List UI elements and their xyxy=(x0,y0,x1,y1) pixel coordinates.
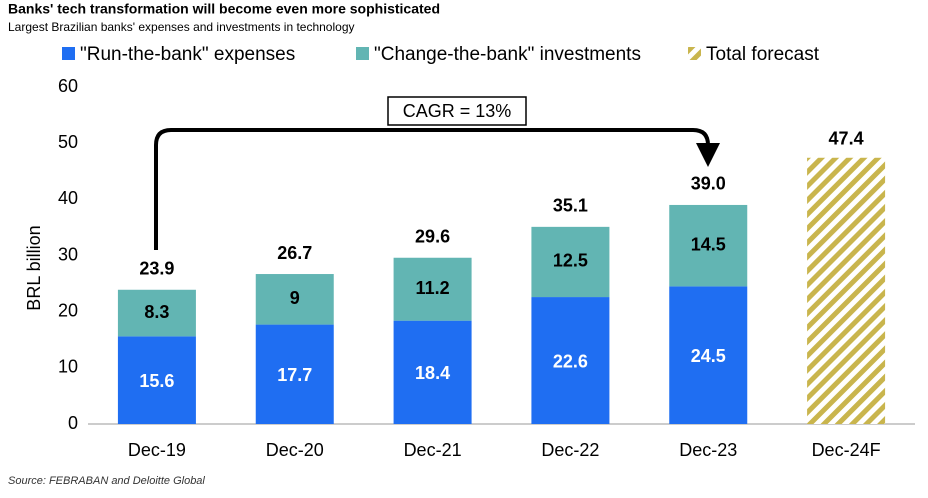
x-tick-label: Dec-24F xyxy=(812,440,881,460)
x-tick-label: Dec-23 xyxy=(679,440,737,460)
value-label: 17.7 xyxy=(277,365,312,385)
total-label: 47.4 xyxy=(829,129,864,149)
y-axis-label: BRL billion xyxy=(24,225,44,310)
legend-swatch xyxy=(62,47,75,60)
x-tick-label: Dec-22 xyxy=(541,440,599,460)
bar-segment xyxy=(393,257,472,321)
legend-label: Total forecast xyxy=(706,44,820,65)
total-label: 29.6 xyxy=(415,226,450,246)
annotation-box xyxy=(387,96,527,126)
x-tick-label: Dec-21 xyxy=(404,440,462,460)
total-label: 23.9 xyxy=(139,259,174,279)
chart-subtitle: Largest Brazilian banks' expenses and in… xyxy=(8,20,355,34)
cagr-arrow xyxy=(154,128,720,250)
value-label: 15.6 xyxy=(139,371,174,391)
legend-label: "Change-the-bank" investments xyxy=(374,44,641,65)
bar-segment xyxy=(117,336,196,424)
value-label: 22.6 xyxy=(553,351,588,371)
value-label: 9 xyxy=(290,288,300,308)
total-label: 35.1 xyxy=(553,196,588,216)
bar-segment xyxy=(255,324,334,424)
y-tick-label: 0 xyxy=(68,413,78,433)
annotation: CAGR = 13% xyxy=(403,101,512,121)
legend-swatch xyxy=(356,47,369,60)
value-label: 8.3 xyxy=(144,302,169,322)
y-tick-label: 60 xyxy=(58,76,78,96)
chart-title: Banks' tech transformation will become e… xyxy=(8,1,440,17)
total-label: 26.7 xyxy=(277,243,312,263)
legend-label: "Run-the-bank" expenses xyxy=(80,44,295,65)
y-tick-label: 10 xyxy=(58,357,78,377)
value-label: 12.5 xyxy=(553,251,588,271)
value-label: 24.5 xyxy=(691,346,726,366)
bar-segment xyxy=(669,204,748,287)
y-tick-label: 40 xyxy=(58,188,78,208)
legend-swatch xyxy=(688,47,701,60)
bar-segment xyxy=(117,289,196,337)
value-label: 18.4 xyxy=(415,363,450,383)
value-label: 14.5 xyxy=(691,234,726,254)
bar-segment xyxy=(255,274,334,325)
bar-segment xyxy=(393,320,472,424)
y-tick-label: 20 xyxy=(58,300,78,320)
total-label: 39.0 xyxy=(691,174,726,194)
value-label: 11.2 xyxy=(416,278,450,298)
y-tick-label: 30 xyxy=(58,244,78,264)
y-tick-label: 50 xyxy=(58,132,78,152)
bar-segment xyxy=(531,226,610,298)
bar-segment xyxy=(669,286,748,424)
x-tick-label: Dec-20 xyxy=(266,440,324,460)
bar-segment xyxy=(531,297,610,424)
forecast-bar xyxy=(807,157,886,424)
x-tick-label: Dec-19 xyxy=(128,440,186,460)
source: Source: FEBRABAN and Deloitte Global xyxy=(8,475,205,487)
